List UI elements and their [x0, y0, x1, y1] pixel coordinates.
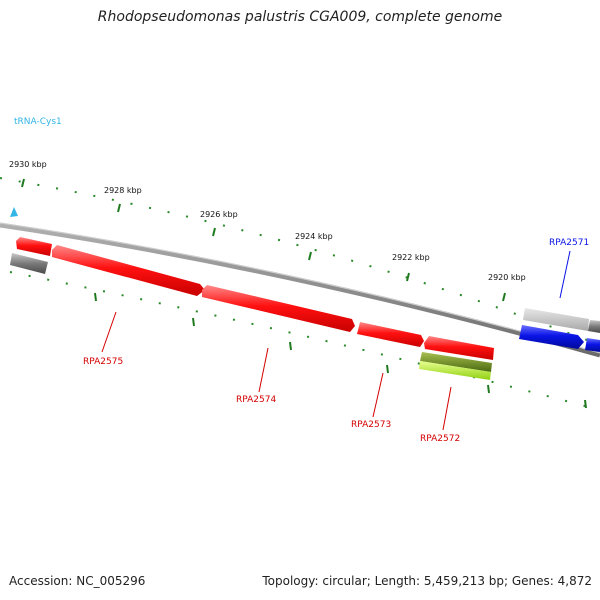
gene-label-rpa2575[interactable]: RPA2575	[83, 357, 123, 367]
gene-rpa2573-arrow[interactable]	[357, 322, 424, 347]
inner-tick-ring	[9, 271, 600, 411]
gene-rpa2575-block[interactable]	[16, 237, 52, 256]
gene-rpa2574-arrow1[interactable]	[52, 245, 205, 296]
gene-rpa2572-arrow[interactable]	[424, 336, 494, 360]
feature-lime[interactable]	[419, 361, 491, 380]
genome-backbone	[0, 222, 600, 358]
gene-label-rpa2574[interactable]: RPA2574	[236, 395, 276, 405]
gene-rpa2574-arrow2[interactable]	[202, 285, 355, 332]
trna-marker[interactable]	[10, 207, 18, 217]
scale-labels: 2930 kbp 2928 kbp 2926 kbp 2924 kbp 2922…	[9, 160, 526, 282]
scale-label-2928: 2928 kbp	[104, 186, 142, 195]
accession-text: Accession: NC_005296	[9, 574, 146, 588]
major-ticks-outer	[21, 178, 506, 302]
scale-label-2930: 2930 kbp	[9, 160, 47, 169]
major-ticks-inner	[94, 292, 587, 409]
scale-label-2920: 2920 kbp	[488, 273, 526, 282]
scale-label-2924: 2924 kbp	[295, 232, 333, 241]
gene-rpa2571-arrow[interactable]	[519, 325, 584, 349]
feature-dark-grey-right[interactable]	[588, 320, 600, 333]
scale-label-2922: 2922 kbp	[392, 253, 430, 262]
feature-grey-left[interactable]	[10, 253, 48, 274]
gene-label-rpa2571[interactable]: RPA2571	[549, 238, 589, 248]
callout-lines	[101, 250, 571, 431]
scale-label-2926: 2926 kbp	[200, 210, 238, 219]
trna-label[interactable]: tRNA-Cys1	[14, 117, 62, 127]
gene-rpa2571-next[interactable]	[585, 338, 600, 352]
genome-stats-text: Topology: circular; Length: 5,459,213 bp…	[262, 574, 592, 588]
feature-light-grey-right[interactable]	[523, 308, 589, 331]
feature-olive[interactable]	[420, 352, 492, 372]
gene-label-rpa2573[interactable]: RPA2573	[351, 420, 391, 430]
gene-label-rpa2572[interactable]: RPA2572	[420, 434, 460, 444]
map-title: Rhodopseudomonas palustris CGA009, compl…	[97, 9, 503, 25]
